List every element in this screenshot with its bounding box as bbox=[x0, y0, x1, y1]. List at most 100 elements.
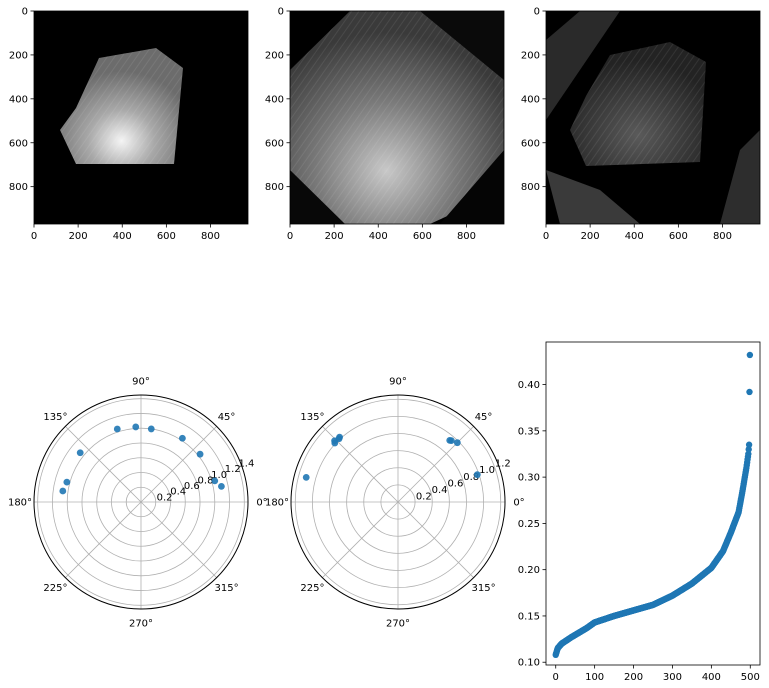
data-point bbox=[745, 441, 753, 448]
x-tick-label: 400 bbox=[113, 231, 132, 242]
r-tick-label: 1.0 bbox=[479, 465, 495, 476]
image-1-axes: 0 200 400 600 800 0 200 400 600 800 bbox=[9, 7, 220, 243]
x-tick-label: 400 bbox=[702, 672, 721, 683]
theta-tick-label: 0° bbox=[513, 498, 524, 509]
theta-tick-label: 270° bbox=[129, 619, 153, 630]
data-point bbox=[76, 449, 84, 457]
y-tick-label: 600 bbox=[521, 138, 540, 149]
y-tick-label: 0.20 bbox=[518, 565, 540, 576]
data-point bbox=[147, 425, 155, 433]
y-tick-label: 0 bbox=[22, 7, 28, 18]
data-point bbox=[746, 351, 754, 359]
data-point bbox=[746, 388, 753, 396]
y-tick-label: 200 bbox=[9, 50, 28, 61]
r-tick-label: 1.0 bbox=[211, 470, 227, 481]
x-tick-label: 0 bbox=[31, 231, 37, 242]
image-2-texture bbox=[290, 11, 504, 224]
theta-tick-label: 135° bbox=[300, 412, 324, 423]
y-tick-label: 0.30 bbox=[518, 473, 540, 484]
image-3-right-texture bbox=[720, 130, 760, 224]
x-tick-label: 400 bbox=[369, 231, 388, 242]
theta-tick-label: 225° bbox=[300, 583, 324, 594]
image-2-axes: 0 200 400 600 800 0 200 400 600 800 bbox=[265, 7, 476, 243]
y-tick-label: 400 bbox=[265, 94, 284, 105]
theta-tick-label: 270° bbox=[386, 619, 410, 630]
x-tick-label: 600 bbox=[413, 231, 432, 242]
x-tick-label: 800 bbox=[457, 231, 476, 242]
data-point bbox=[745, 446, 752, 453]
y-tick-label: 800 bbox=[9, 182, 28, 193]
image-3-axes: 0 200 400 600 800 0 200 400 600 800 bbox=[521, 7, 732, 243]
data-point bbox=[132, 423, 140, 431]
theta-tick-label: 45° bbox=[218, 412, 236, 423]
image-2-dark-corner-bottom-right bbox=[440, 150, 504, 224]
data-point bbox=[113, 425, 121, 433]
x-tick-label: 600 bbox=[669, 231, 688, 242]
angular-grid-line bbox=[322, 501, 399, 578]
r-tick-label: 0.8 bbox=[463, 472, 479, 483]
y-tick-label: 0.35 bbox=[518, 426, 540, 437]
x-tick-label: 200 bbox=[624, 672, 643, 683]
y-tick-label: 600 bbox=[9, 138, 28, 149]
y-tick-label: 800 bbox=[521, 182, 540, 193]
x-tick-label: 0 bbox=[543, 231, 549, 242]
y-tick-label: 0.10 bbox=[518, 658, 540, 669]
angular-grid-line bbox=[65, 501, 142, 578]
theta-tick-label: 90° bbox=[132, 377, 150, 388]
y-tick-label: 200 bbox=[265, 50, 284, 61]
y-tick-label: 400 bbox=[521, 94, 540, 105]
angular-grid-line bbox=[397, 501, 474, 578]
theta-tick-label: 315° bbox=[472, 583, 496, 594]
x-tick-label: 0 bbox=[287, 231, 293, 242]
r-tick-label: 0.6 bbox=[184, 481, 200, 492]
y-tick-label: 0 bbox=[534, 7, 540, 18]
data-point bbox=[218, 482, 225, 490]
data-point bbox=[302, 474, 310, 481]
data-point bbox=[453, 439, 461, 447]
x-tick-label: 300 bbox=[663, 672, 682, 683]
polar-chart-2: 0° 45° 90° 135° 180° 225° 270° 315° 0.20.40.60.8… bbox=[265, 377, 525, 630]
angular-grid-line bbox=[140, 426, 217, 503]
r-tick-label: 0.2 bbox=[416, 491, 432, 502]
image-2-dark-corner-top-right bbox=[420, 11, 504, 80]
image-3-texture bbox=[570, 42, 706, 166]
y-tick-label: 400 bbox=[9, 94, 28, 105]
image-panel-1: 0 200 400 600 800 0 200 400 600 800 bbox=[9, 7, 249, 243]
angular-grid-line bbox=[397, 426, 474, 503]
theta-tick-label: 45° bbox=[475, 412, 493, 423]
data-point bbox=[196, 450, 204, 458]
image-3-bottom-texture bbox=[546, 170, 640, 224]
theta-tick-label: 315° bbox=[215, 583, 239, 594]
data-point bbox=[745, 450, 752, 458]
data-point bbox=[63, 478, 71, 486]
theta-tick-label: 225° bbox=[43, 583, 67, 594]
polar-frame bbox=[33, 394, 249, 610]
image-2-frame bbox=[289, 10, 505, 225]
x-tick-label: 100 bbox=[585, 672, 604, 683]
data-point bbox=[331, 439, 339, 447]
y-tick-label: 800 bbox=[265, 182, 284, 193]
angular-grid-line bbox=[65, 426, 142, 503]
r-tick-label: 0.4 bbox=[432, 485, 448, 496]
theta-tick-label: 0° bbox=[256, 498, 267, 509]
r-tick-label: 0.4 bbox=[170, 487, 186, 498]
plot-frame bbox=[545, 341, 761, 666]
x-tick-label: 200 bbox=[581, 231, 600, 242]
data-point bbox=[211, 477, 219, 485]
data-point bbox=[473, 471, 481, 479]
x-tick-label: 600 bbox=[157, 231, 176, 242]
x-tick-label: 400 bbox=[625, 231, 644, 242]
polar-frame bbox=[290, 394, 506, 610]
polar-chart-1: 0° 45° 90° 135° 180° 225° 270° 315° 0.20.40.60.8… bbox=[8, 377, 268, 630]
theta-tick-label: 90° bbox=[389, 377, 407, 388]
angular-grid-line bbox=[140, 501, 217, 578]
image-panel-3: 0 200 400 600 800 0 200 400 600 800 bbox=[521, 7, 761, 243]
y-tick-label: 0.40 bbox=[518, 380, 540, 391]
r-tick-label: 1.2 bbox=[495, 459, 511, 470]
r-tick-label: 0.8 bbox=[198, 475, 214, 486]
theta-tick-label: 180° bbox=[265, 498, 289, 509]
image-2-dark-corner-bottom-left bbox=[290, 170, 345, 224]
y-tick-label: 200 bbox=[521, 50, 540, 61]
theta-tick-label: 135° bbox=[43, 412, 67, 423]
